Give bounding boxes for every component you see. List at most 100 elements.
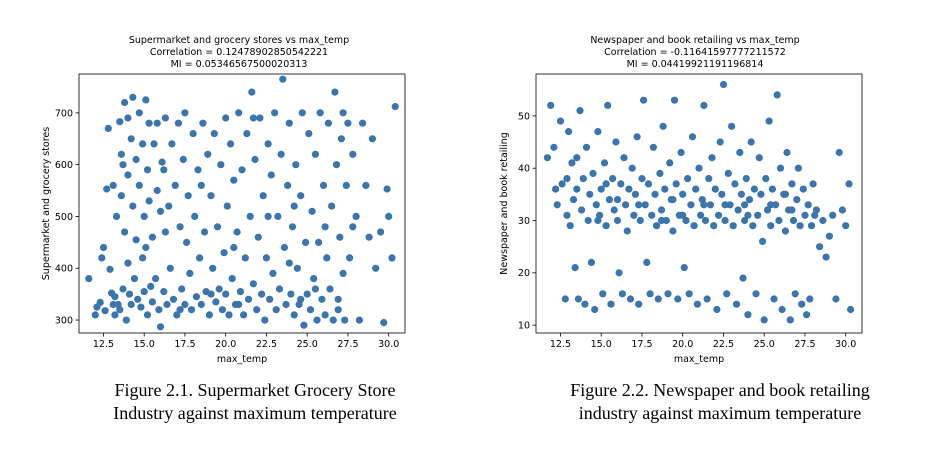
scatter-point bbox=[672, 180, 680, 188]
scatter-point bbox=[796, 222, 804, 230]
scatter-point bbox=[610, 206, 618, 214]
scatter-point bbox=[293, 264, 301, 272]
scatter-point bbox=[259, 192, 267, 200]
scatter-point bbox=[139, 254, 147, 262]
scatter-point bbox=[124, 259, 132, 267]
scatter-point bbox=[644, 180, 653, 188]
x-tick-label: 17.5 bbox=[631, 339, 652, 350]
scatter-point bbox=[711, 185, 719, 193]
scatter-point bbox=[355, 316, 363, 324]
scatter-point bbox=[191, 212, 199, 220]
scatter-point bbox=[613, 216, 622, 225]
scatter-point bbox=[591, 305, 599, 314]
scatter-point bbox=[323, 254, 331, 262]
scatter-point bbox=[388, 254, 396, 262]
scatter-point bbox=[842, 222, 850, 230]
scatter-point bbox=[287, 290, 295, 298]
scatter-point bbox=[271, 109, 279, 117]
scatter-point bbox=[285, 119, 293, 127]
scatter-point bbox=[688, 133, 697, 141]
scatter-point bbox=[617, 180, 625, 188]
scatter-point bbox=[563, 175, 571, 183]
chart-title: Newspaper and book retailing vs max_temp bbox=[590, 35, 799, 46]
scatter-point bbox=[218, 306, 226, 314]
scatter-point bbox=[778, 305, 786, 314]
scatter-point bbox=[181, 300, 189, 309]
scatter-point bbox=[165, 202, 173, 210]
scatter-point bbox=[147, 282, 155, 290]
scatter-point bbox=[129, 93, 137, 101]
x-tick-label: 17.5 bbox=[174, 339, 195, 350]
scatter-point bbox=[847, 305, 855, 314]
scatter-point bbox=[178, 285, 186, 293]
scatter-point bbox=[566, 222, 574, 230]
scatter-point bbox=[825, 232, 834, 240]
scatter-point bbox=[656, 169, 664, 177]
scatter-point bbox=[96, 298, 104, 306]
scatter-point bbox=[586, 190, 594, 198]
scatter-point bbox=[682, 216, 690, 225]
scatter-point bbox=[582, 143, 591, 151]
scatter-point bbox=[258, 290, 266, 298]
scatter-point bbox=[832, 295, 840, 303]
scatter-point bbox=[607, 300, 615, 308]
scatter-point bbox=[254, 233, 262, 241]
scatter-point bbox=[679, 190, 687, 198]
scatter-point bbox=[142, 96, 150, 104]
x-tick-label: 30.0 bbox=[835, 339, 856, 350]
scatter-point bbox=[649, 143, 658, 151]
scatter-point bbox=[736, 148, 744, 157]
scatter-point bbox=[292, 161, 300, 169]
scatter-point bbox=[669, 196, 677, 204]
x-tick-label: 27.5 bbox=[337, 339, 358, 350]
scatter-point bbox=[200, 228, 209, 236]
scatter-point bbox=[319, 181, 328, 189]
scatter-point bbox=[684, 175, 692, 183]
scatter-point bbox=[807, 222, 816, 230]
scatter-point bbox=[705, 175, 713, 183]
scatter-point bbox=[695, 164, 703, 172]
scatter-point bbox=[280, 243, 288, 252]
scatter-point bbox=[677, 148, 685, 157]
scatter-point bbox=[277, 150, 285, 158]
caption-line: Figure 2.1. Supermarket Grocery Store bbox=[114, 380, 396, 400]
x-axis-ticks: 12.5 15.0 17.5 20.0 22.5 25.0 27.5 30.0 bbox=[550, 333, 856, 350]
scatter-point bbox=[552, 185, 560, 193]
scatter-point bbox=[194, 166, 202, 174]
scatter-point bbox=[145, 197, 153, 205]
scatter-point bbox=[186, 269, 194, 277]
scatter-point bbox=[377, 228, 385, 236]
scatter-point bbox=[605, 196, 614, 204]
scatter-point bbox=[236, 288, 244, 296]
scatter-point bbox=[98, 254, 106, 262]
scatter-point bbox=[708, 154, 716, 162]
plot-frame bbox=[78, 73, 406, 334]
scatter-point bbox=[574, 295, 583, 303]
scatter-point bbox=[140, 212, 148, 220]
scatter-point bbox=[272, 306, 280, 314]
scatter-point bbox=[646, 290, 654, 298]
scatter-point bbox=[543, 154, 552, 162]
scatter-point bbox=[613, 196, 622, 204]
scatter-point bbox=[732, 300, 741, 308]
scatter-point bbox=[238, 166, 246, 174]
scatter-point bbox=[248, 88, 256, 96]
scatter-point bbox=[137, 303, 145, 311]
chart-subtitle-correlation: Correlation = -0.11641597777211572 bbox=[604, 47, 786, 58]
scatter-point bbox=[103, 185, 111, 193]
scatter-point bbox=[803, 311, 811, 319]
scatter-point bbox=[359, 119, 367, 127]
scatter-point bbox=[125, 290, 134, 298]
chart-title: Supermarket and grocery stores vs max_te… bbox=[129, 35, 349, 46]
scatter-point bbox=[282, 300, 290, 309]
scatter-point bbox=[835, 148, 843, 157]
scatter-point bbox=[153, 119, 161, 127]
scatter-point bbox=[721, 201, 729, 209]
scatter-point bbox=[111, 311, 119, 319]
scatter-point bbox=[124, 114, 132, 122]
scatter-point bbox=[310, 275, 318, 283]
scatter-point bbox=[775, 216, 783, 225]
scatter-point bbox=[302, 238, 310, 246]
scatter-point bbox=[300, 321, 308, 329]
y-axis-label: Newspaper and book retailing bbox=[499, 132, 510, 274]
